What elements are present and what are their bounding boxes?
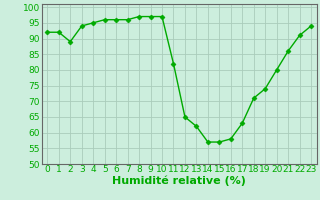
X-axis label: Humidité relative (%): Humidité relative (%): [112, 176, 246, 186]
